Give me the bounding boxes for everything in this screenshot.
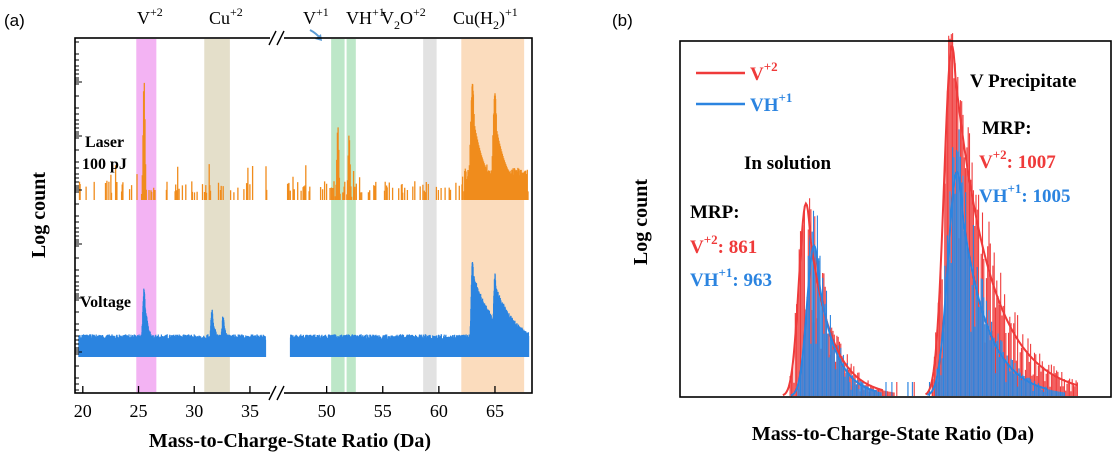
ion-label-v1: V+1 [303, 5, 329, 28]
series-label-voltage: Voltage [80, 294, 131, 311]
panel-a-y-minor-ticks [75, 41, 82, 391]
x-tick-label: 35 [241, 401, 259, 421]
panel-a-x-ticks: 20 25 30 35 50 55 60 65 [74, 386, 504, 421]
ion-label-cuh2: Cu(H2)+1 [453, 5, 518, 32]
panel-a-x-axis-title: Mass-to-Charge-State Ratio (Da) [149, 430, 431, 452]
ion-label-v2: V+2 [137, 5, 163, 28]
annotation-precipitate-vh1: VH+1: 1005 [979, 181, 1071, 207]
ion-label-v2o: V2O+2 [381, 5, 426, 32]
panel-b-y-axis-title: Log count [630, 179, 652, 265]
panel-b-traces [782, 33, 1078, 397]
panel-b-label: (b) [612, 11, 633, 30]
panel-a-label: (a) [4, 11, 25, 30]
legend-label-vh1: VH+1 [750, 90, 792, 116]
x-tick-label: 25 [130, 401, 148, 421]
annotation-precipitate-title: V Precipitate [970, 71, 1076, 92]
annotation-precipitate-mrp: MRP: [982, 118, 1032, 139]
x-tick-label: 20 [74, 401, 92, 421]
annotation-in-solution-v2: V+2: 861 [690, 232, 757, 258]
v2-envelope-precipitate [924, 44, 1078, 396]
ion-band-divider [344, 39, 347, 392]
ion-band-2 [331, 39, 356, 392]
annotation-in-solution-vh1: VH+1: 963 [690, 265, 772, 291]
ion-labels: V+2 Cu+2 V+1 VH+1 V2O+2 Cu(H2)+1 [137, 5, 518, 41]
ion-band-0 [136, 39, 157, 392]
y-minor-ticks [75, 41, 82, 391]
series-label-laser-energy: 100 pJ [82, 156, 127, 173]
annotation-in-solution-mrp: MRP: [690, 202, 740, 223]
x-tick-label: 65 [486, 401, 504, 421]
panel-a-traces [78, 82, 530, 357]
x-tick-label: 50 [318, 401, 336, 421]
vh1-envelope-solution [790, 243, 878, 397]
annotation-in-solution-title: In solution [744, 153, 832, 174]
vh1-trace [797, 129, 1065, 396]
ion-label-vh1: VH+1 [346, 5, 385, 28]
ion-band-3 [423, 39, 437, 392]
legend: V+2 VH+1 [696, 59, 792, 116]
ion-label-cu2: Cu+2 [209, 5, 243, 28]
legend-label-v2: V+2 [750, 59, 778, 85]
laser-trace [78, 82, 529, 200]
vh1-envelope-precipitate [926, 170, 1048, 396]
panel-b-frame [679, 40, 1112, 398]
annotation-precipitate-v2: V+2: 1007 [979, 147, 1056, 173]
panel-a-y-axis-title: Log count [28, 172, 50, 258]
x-tick-label: 55 [374, 401, 392, 421]
panel-b-x-axis-title: Mass-to-Charge-State Ratio (Da) [752, 423, 1034, 445]
axis-break-marks [268, 30, 285, 401]
series-label-laser: Laser [85, 134, 124, 151]
v2-envelope-solution [782, 201, 884, 397]
x-tick-label: 60 [430, 401, 448, 421]
voltage-trace [78, 262, 530, 357]
x-tick-label: 30 [185, 401, 203, 421]
